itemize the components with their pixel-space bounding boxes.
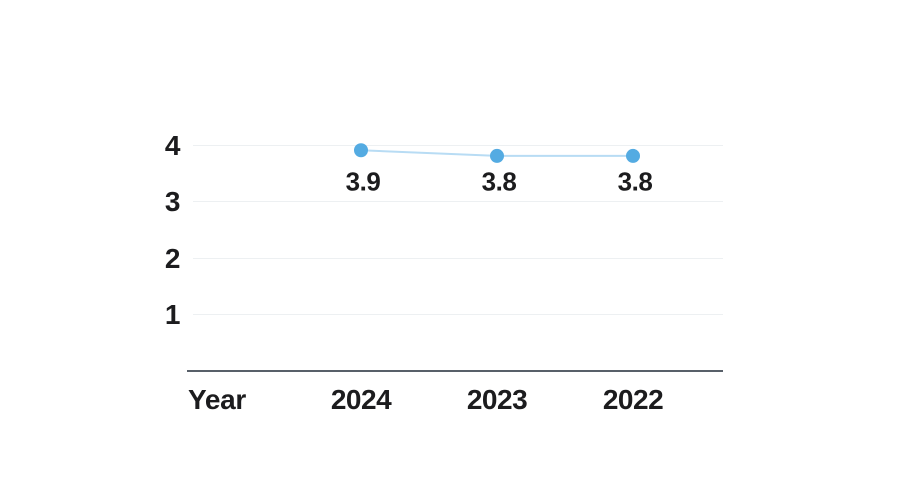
x-tick-label: 2023 [466, 384, 528, 415]
gridline [193, 145, 723, 146]
x-axis-title: Year [188, 384, 246, 415]
x-tick-label: 2024 [330, 384, 392, 415]
data-point-marker [490, 148, 504, 163]
x-tick-label: 2022 [602, 384, 664, 415]
data-point-label: 3.9 [345, 166, 381, 197]
y-tick-label: 2 [164, 243, 181, 274]
data-point-marker [626, 148, 640, 163]
data-point-label: 3.8 [617, 166, 653, 197]
gridline [193, 201, 723, 202]
y-tick-label: 3 [164, 186, 181, 217]
x-axis-line [187, 370, 723, 372]
gridline [193, 258, 723, 259]
y-tick-label: 1 [164, 299, 181, 330]
y-tick-label: 4 [164, 130, 181, 161]
data-point-marker [354, 143, 368, 158]
data-point-label: 3.8 [481, 166, 517, 197]
gridline [193, 314, 723, 315]
